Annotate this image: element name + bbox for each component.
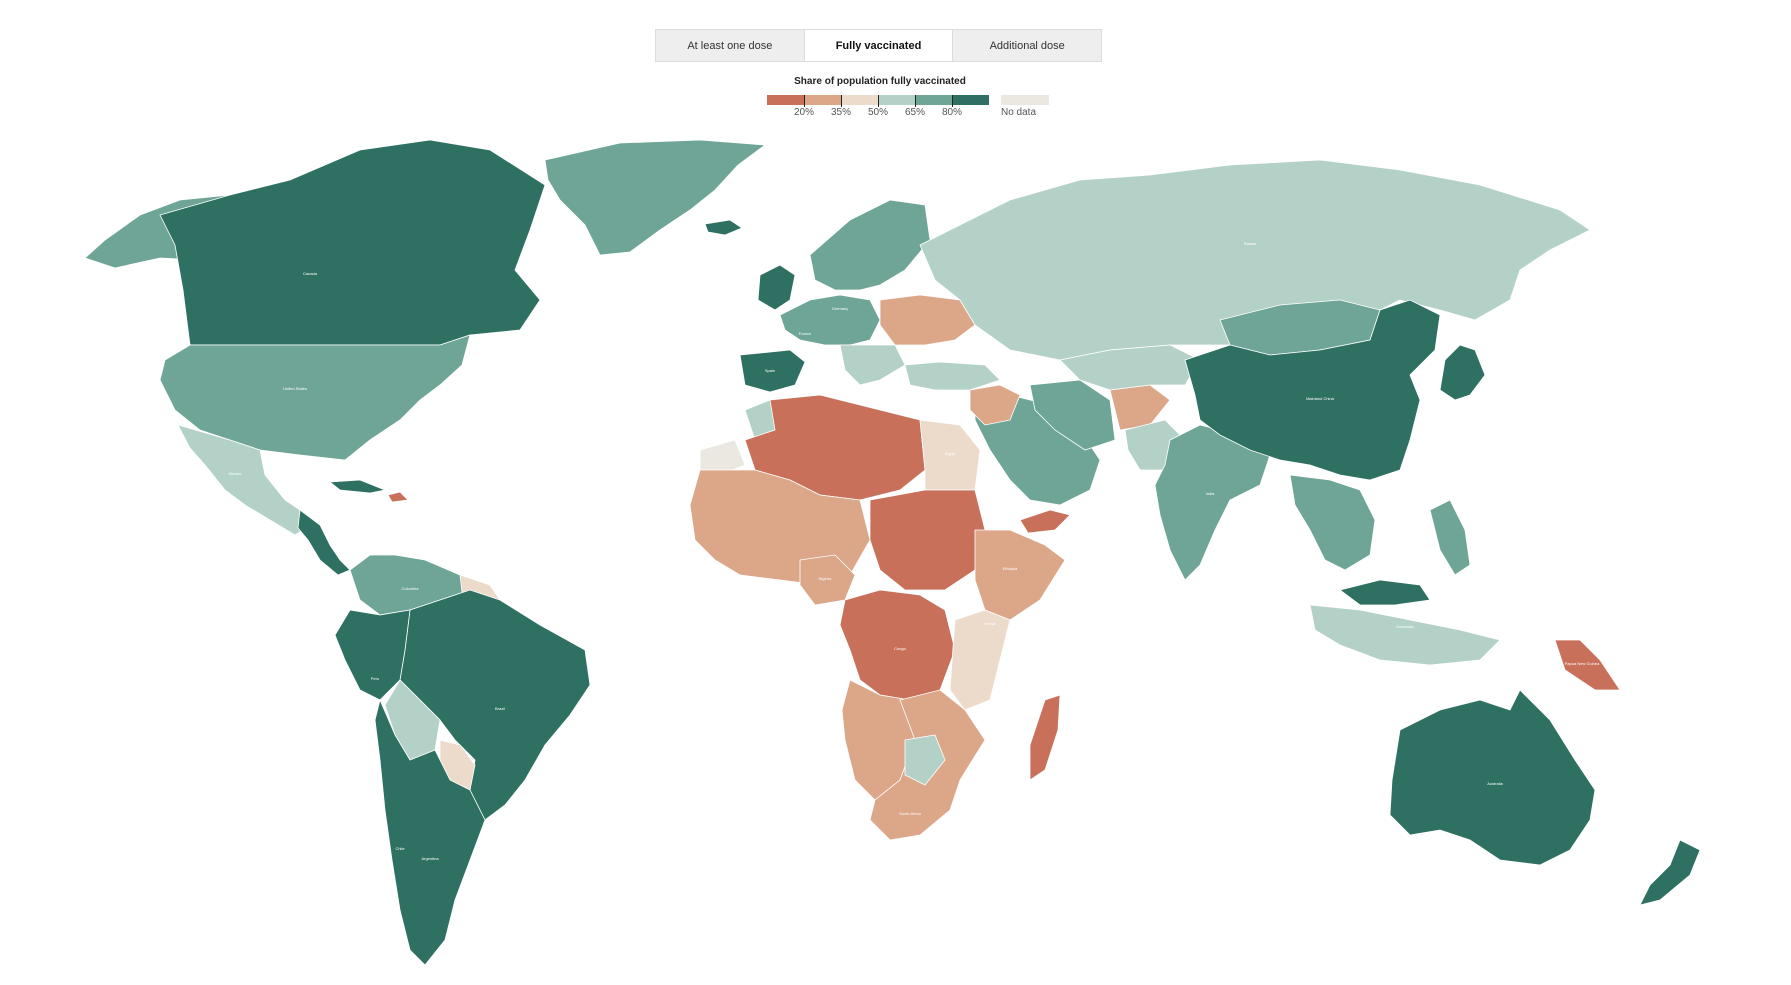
tab-fully-vaccinated[interactable]: Fully vaccinated — [804, 30, 954, 61]
region-central-america[interactable] — [297, 509, 351, 576]
region-hispaniola[interactable] — [387, 491, 409, 503]
region-yemen[interactable] — [1019, 509, 1071, 534]
country-label: India — [1206, 491, 1215, 496]
region-southeast-asia[interactable] — [1289, 474, 1376, 571]
region-iceland[interactable] — [704, 219, 743, 236]
region-indonesia[interactable] — [1309, 604, 1501, 666]
region-italy-balkans[interactable] — [839, 344, 906, 386]
legend-no-data-swatch — [1001, 95, 1049, 105]
legend-tick-label: 65% — [904, 107, 925, 118]
legend-swatch-3 — [878, 95, 915, 105]
country-label: Ethiopia — [1003, 566, 1018, 571]
legend-tick — [878, 95, 879, 107]
region-greenland[interactable] — [544, 139, 767, 256]
region-russia[interactable] — [919, 159, 1591, 361]
region-new-zealand[interactable] — [1639, 839, 1701, 906]
legend-tick — [952, 95, 953, 107]
country-label: Brazil — [495, 706, 505, 711]
legend-tick-label: 20% — [793, 107, 814, 118]
country-label: Germany — [832, 306, 848, 311]
region-canada[interactable] — [159, 139, 546, 346]
region-eastern-europe[interactable] — [879, 294, 976, 346]
region-iran[interactable] — [1029, 379, 1116, 451]
country-label: Peru — [371, 676, 379, 681]
country-label: Australia — [1487, 781, 1503, 786]
country-label: Mainland China — [1306, 396, 1335, 401]
dose-type-tabs: At least one dose Fully vaccinated Addit… — [655, 29, 1102, 62]
legend-tick-label: 35% — [830, 107, 851, 118]
region-china[interactable] — [1184, 299, 1441, 481]
country-label: Indonesia — [1396, 624, 1414, 629]
country-label: Canada — [303, 271, 318, 276]
country-label: Kenya — [984, 621, 996, 626]
tab-additional-dose[interactable]: Additional dose — [953, 30, 1102, 61]
region-malaysia[interactable] — [1339, 579, 1431, 606]
country-label: United States — [283, 386, 307, 391]
legend-tick — [915, 95, 916, 107]
legend-tick — [804, 95, 805, 107]
legend-swatch-0 — [767, 95, 804, 105]
country-label: Russia — [1244, 241, 1257, 246]
legend-no-data-label: No data — [1001, 107, 1037, 118]
region-western-europe[interactable] — [779, 294, 881, 346]
country-label: Colombia — [402, 586, 420, 591]
legend-swatch-2 — [841, 95, 878, 105]
legend-tick-label: 50% — [867, 107, 888, 118]
tab-at-least-one-dose[interactable]: At least one dose — [656, 30, 805, 61]
region-turkey[interactable] — [904, 361, 1001, 391]
legend-color-scale — [767, 95, 989, 105]
region-cuba[interactable] — [328, 479, 387, 494]
region-australia[interactable] — [1389, 689, 1596, 866]
country-label: Egypt — [945, 451, 956, 456]
region-argentina-chile[interactable] — [374, 698, 486, 966]
region-united-states[interactable] — [159, 334, 471, 461]
country-label: Mexico — [229, 471, 242, 476]
legend-tick-label: 80% — [941, 107, 962, 118]
country-label: South Africa — [899, 811, 921, 816]
legend-swatch-1 — [804, 95, 841, 105]
country-label: Congo — [894, 646, 907, 651]
region-peru-ecuador[interactable] — [334, 609, 411, 701]
legend-swatch-4 — [915, 95, 952, 105]
region-korea-japan[interactable] — [1439, 344, 1486, 401]
country-label: Chile — [395, 846, 405, 851]
legend-tick — [841, 95, 842, 107]
region-sudan-chad[interactable] — [869, 489, 986, 591]
legend-swatch-5 — [952, 95, 989, 105]
region-syria-iraq[interactable] — [969, 384, 1021, 426]
region-papua-new-guinea[interactable] — [1554, 639, 1621, 691]
region-botswana[interactable] — [904, 734, 946, 786]
country-label: Spain — [765, 368, 775, 373]
country-label: Papua New Guinea — [1565, 661, 1600, 666]
region-madagascar[interactable] — [1029, 694, 1061, 781]
legend-title: Share of population fully vaccinated — [794, 76, 966, 87]
country-label: France — [799, 331, 812, 336]
region-scandinavia[interactable] — [809, 199, 931, 291]
region-philippines[interactable] — [1429, 499, 1471, 576]
country-label: Argentina — [421, 856, 439, 861]
region-ethiopia-horn[interactable] — [974, 529, 1066, 621]
region-central-asia[interactable] — [1059, 344, 1201, 391]
region-uk-ireland[interactable] — [757, 264, 796, 311]
region-spain-portugal[interactable] — [739, 349, 806, 393]
region-east-africa[interactable] — [949, 609, 1011, 711]
country-label: Nigeria — [819, 576, 832, 581]
